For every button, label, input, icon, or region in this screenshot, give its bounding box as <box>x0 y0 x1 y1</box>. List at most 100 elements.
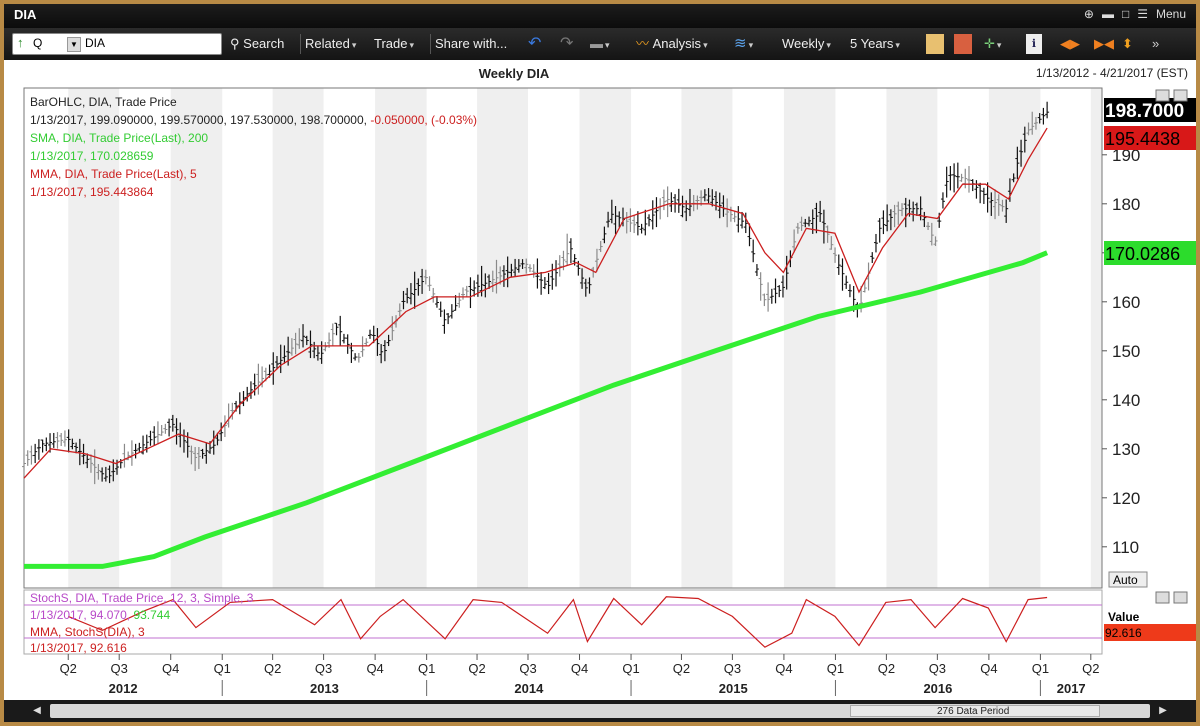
sma-value-box <box>1104 241 1196 265</box>
undo-icon[interactable]: ↶ <box>528 35 542 52</box>
quote-type-dropdown[interactable]: ▼ <box>67 37 81 52</box>
analysis-button[interactable]: 〰 Analysis ▾ <box>636 34 708 54</box>
x-quarter-label: Q3 <box>929 661 946 676</box>
folder-icon[interactable]: ▬ ▾ <box>590 36 610 51</box>
x-year-label: 2016 <box>923 681 952 696</box>
divider <box>430 34 431 54</box>
scroll-track[interactable]: 276 Data Period <box>50 704 1150 718</box>
legend: BarOHLC, DIA, Trade Price 1/13/2017, 199… <box>30 95 477 655</box>
y-tick-label: 110 <box>1112 538 1139 557</box>
trade-label: Trade <box>374 36 408 51</box>
title-bar: DIA ⊕ ▬ □ ☰ Menu <box>4 4 1196 28</box>
osc-minimize-icon[interactable] <box>1155 591 1170 604</box>
legend-stoch-title: StochS, DIA, Trade Price, 12, 3, Simple,… <box>30 591 254 605</box>
x-quarter-label: Q4 <box>571 661 588 676</box>
scroll-thumb[interactable]: 276 Data Period <box>850 705 1100 717</box>
chart-style-icon[interactable] <box>926 34 944 54</box>
symbol-box: ↑ Q ▼ <box>12 33 222 55</box>
y-tick-label: 180 <box>1112 195 1140 214</box>
menu-icon[interactable]: ☰ <box>1137 7 1148 21</box>
quarter-band <box>68 88 120 588</box>
stoch-value-label: 92.616 <box>1105 626 1142 640</box>
minimize-icon[interactable]: ▬ <box>1101 7 1114 21</box>
mma-value-label: 195.4438 <box>1105 129 1180 149</box>
auto-scale-label: Auto <box>1113 573 1138 587</box>
range-dropdown[interactable]: 5 Years ▾ <box>850 34 900 54</box>
y-tick-label: 130 <box>1112 440 1140 459</box>
x-quarter-label: Q4 <box>980 661 997 676</box>
symbol-input[interactable] <box>85 35 215 51</box>
legend-stoch-value: 1/13/2017, 94.070, 93.744 <box>30 608 170 622</box>
last-price-label: 198.7000 <box>1105 101 1184 122</box>
zoom-icon[interactable]: ▶◀ <box>1094 36 1114 51</box>
drawing-icon[interactable] <box>954 34 972 54</box>
pane-close-icon[interactable] <box>1173 89 1188 102</box>
search-icon: ⚲ <box>230 36 240 51</box>
quote-type-label: Q <box>33 36 43 50</box>
x-quarter-label: Q1 <box>827 661 844 676</box>
related-label: Related <box>305 36 350 51</box>
scroll-left-right-icon[interactable]: ◀▶ <box>1060 36 1080 51</box>
quarter-band <box>477 88 528 588</box>
pane-minimize-icon[interactable] <box>1155 89 1170 102</box>
period-dropdown[interactable]: Weekly ▾ <box>782 34 831 54</box>
osc-close-icon[interactable] <box>1173 591 1188 604</box>
stoch-value-box <box>1104 624 1196 641</box>
mma-line <box>23 127 1048 479</box>
scroll-left-icon[interactable]: ◀ <box>33 705 41 716</box>
redo-icon[interactable]: ↷ <box>560 35 574 52</box>
date-range-label: 1/13/2012 - 4/21/2017 (EST) <box>1035 66 1188 80</box>
chart-area: Weekly DIA 1/13/2012 - 4/21/2017 (EST) 1… <box>4 60 1196 700</box>
x-axis: Q2 Q3 Q4 Q1 Q2 Q3 Q4 Q1 Q2 Q3 Q4 Q1 Q2 Q3 Q4 Q1 Q2 Q3 Q4 Q1… <box>60 654 1099 696</box>
search-label: Search <box>243 36 285 51</box>
last-price-box <box>1104 98 1196 122</box>
quarter-band <box>579 88 632 588</box>
toolbar: ↑ Q ▼ ⚲ Search Related▾ Trade▾ Share wit… <box>4 28 1196 61</box>
menu-button[interactable]: Menu <box>1155 7 1186 21</box>
share-label: Share with... <box>435 36 508 51</box>
legend-bar-values: 1/13/2017, 199.090000, 199.570000, 197.5… <box>30 113 477 127</box>
x-year-label: 2013 <box>310 681 339 696</box>
x-quarter-label: Q1 <box>418 661 435 676</box>
pin-icon[interactable]: ⊕ <box>1083 7 1094 21</box>
x-quarter-label: Q2 <box>673 661 690 676</box>
scroll-right-icon[interactable]: ▶ <box>1159 705 1167 716</box>
legend-sma-value: 1/13/2017, 170.028659 <box>30 149 154 163</box>
year-bands <box>68 88 1102 588</box>
maximize-icon[interactable]: □ <box>1121 7 1130 21</box>
chevron-down-icon: ▾ <box>895 40 900 50</box>
legend-bar-title: BarOHLC, DIA, Trade Price <box>30 95 177 109</box>
up-down-icon[interactable]: ⬍ <box>1122 36 1133 51</box>
x-quarter-label: Q3 <box>111 661 128 676</box>
y-axis: 110120130140150160170180190 <box>1102 146 1140 557</box>
value-label: Value <box>1108 610 1140 624</box>
trade-button[interactable]: Trade ▾ <box>374 34 414 54</box>
sma-value-label: 170.0286 <box>1105 244 1180 264</box>
x-quarter-label: Q1 <box>214 661 231 676</box>
auto-scale-button[interactable] <box>1108 571 1148 588</box>
quarter-band <box>375 88 427 588</box>
legend-stoch-mma-value: 1/13/2017, 92.616 <box>30 641 127 655</box>
ohlc-bars <box>22 101 1050 485</box>
x-quarter-label: Q2 <box>60 661 77 676</box>
sma-line <box>24 250 1049 569</box>
x-quarter-label: Q2 <box>878 661 895 676</box>
y-tick-label: 140 <box>1112 391 1140 410</box>
divider <box>300 34 301 54</box>
x-quarter-label: Q1 <box>622 661 639 676</box>
related-button[interactable]: Related ▾ <box>305 34 356 54</box>
legend-sma-title: SMA, DIA, Trade Price(Last), 200 <box>30 131 208 145</box>
quarter-band <box>988 88 1041 588</box>
studies-icon[interactable]: ≋ ▾ <box>734 35 754 52</box>
period-label: Weekly <box>782 36 825 51</box>
crosshair-icon[interactable]: ✛ ▾ <box>984 36 1002 51</box>
search-button[interactable]: ⚲ Search <box>230 34 284 54</box>
x-quarter-label: Q2 <box>1082 661 1099 676</box>
share-button[interactable]: Share with... <box>435 34 507 54</box>
x-quarter-label: Q3 <box>519 661 536 676</box>
info-icon[interactable]: ℹ <box>1026 34 1042 54</box>
x-quarter-label: Q4 <box>162 661 179 676</box>
more-icon[interactable]: » <box>1152 36 1160 51</box>
legend-mma-value: 1/13/2017, 195.443864 <box>30 185 154 199</box>
